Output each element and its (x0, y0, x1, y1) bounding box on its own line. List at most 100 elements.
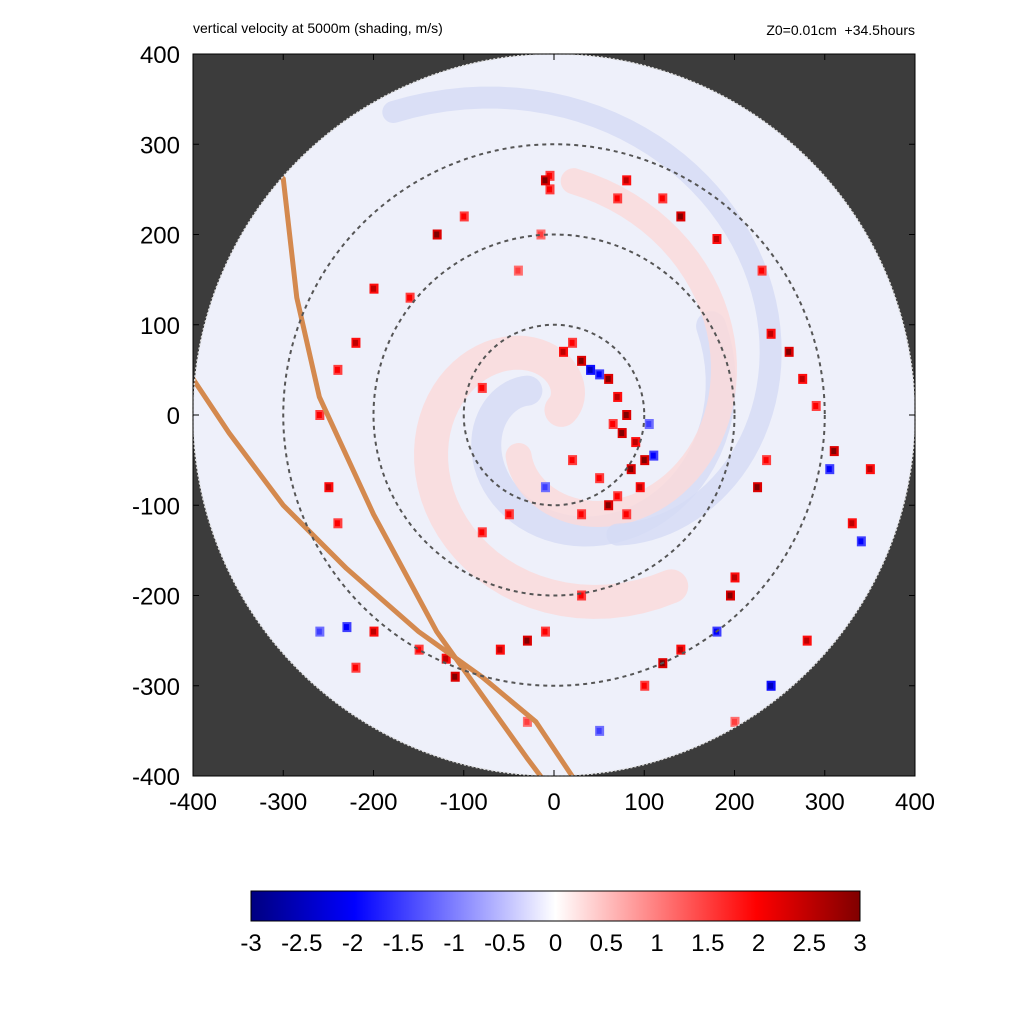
velocity-cell-core (849, 520, 855, 527)
velocity-cell-core (610, 421, 616, 428)
colorbar-tick-label: -2 (342, 930, 363, 957)
velocity-cell-core (352, 664, 358, 671)
colorbar-tick-label: 0 (549, 930, 562, 957)
velocity-cell-core (524, 637, 530, 644)
colorbar-tick-labels: -3 -2.5 -2 -1.5 -1 -0.5 0 0.5 1 1.5 2 2.5 3 (240, 930, 866, 957)
x-tick-label: 200 (714, 789, 754, 816)
y-tick-label: 300 (140, 132, 180, 159)
velocity-cell-core (416, 646, 422, 653)
velocity-cell-core (524, 718, 530, 725)
y-tick-label: 100 (140, 313, 180, 340)
velocity-cell-core (623, 511, 629, 518)
model-domain (193, 54, 915, 776)
velocity-cell-core (443, 655, 449, 662)
range-ring (282, 143, 826, 687)
velocity-cell-core (569, 339, 575, 346)
velocity-cell-core (352, 339, 358, 346)
velocity-cell-core (614, 195, 620, 202)
velocity-cell-core (452, 673, 458, 680)
velocity-cell-core (619, 430, 625, 437)
colorbar (250, 890, 861, 922)
velocity-cell-core (596, 727, 602, 734)
range-rings (282, 143, 826, 687)
velocity-cell-core (515, 267, 521, 274)
y-tick-label: 200 (140, 223, 180, 250)
colorbar-tick-label: 3 (853, 930, 866, 957)
velocity-cell-core (542, 484, 548, 491)
spiral-band (505, 168, 737, 527)
y-tick-label: -400 (132, 764, 180, 791)
range-ring (372, 233, 736, 597)
range-ring (462, 323, 646, 507)
storm-tracks (193, 176, 575, 776)
velocity-cell-core (461, 213, 467, 220)
velocity-cell-core (614, 393, 620, 400)
x-tick-label: 100 (624, 789, 664, 816)
spiral-band (382, 86, 782, 546)
colorbar-tick-label: 1.5 (691, 930, 724, 957)
velocity-cell-core (542, 177, 548, 184)
velocity-cell-core (325, 484, 331, 491)
velocity-cell-core (754, 484, 760, 491)
velocity-cell-core (858, 538, 864, 545)
velocity-cell-core (763, 457, 769, 464)
x-tick-label: 300 (805, 789, 845, 816)
velocity-cell-core (578, 357, 584, 364)
colorbar-tick-label: -0.5 (484, 930, 525, 957)
velocity-cell-core (623, 177, 629, 184)
velocity-cell-core (371, 628, 376, 635)
velocity-cell-core (628, 466, 634, 473)
velocity-cell-core (371, 285, 376, 292)
velocity-cell-core (632, 439, 638, 446)
velocity-cell-core (578, 592, 584, 599)
x-tick-label: -100 (440, 789, 488, 816)
y-tick-label: -300 (132, 674, 180, 701)
velocity-cell-core (407, 294, 413, 301)
x-tick-label: 400 (895, 789, 935, 816)
y-tick-label: -100 (132, 493, 180, 520)
velocity-cell-core (587, 366, 593, 373)
velocity-cell-core (614, 493, 620, 500)
colorbar-tick-label: -2.5 (281, 930, 322, 957)
velocity-cell-core (768, 682, 774, 689)
velocity-cell-core (596, 371, 602, 378)
velocity-cell-core (569, 457, 575, 464)
colorbar-tick-label: 2 (752, 930, 765, 957)
velocity-cell-core (786, 348, 792, 355)
colorbar-tick-label: 0.5 (590, 930, 623, 957)
colorbar-tick-label: 1 (650, 930, 663, 957)
velocity-cell-core (799, 375, 805, 382)
velocity-cell-core (759, 267, 765, 274)
velocity-cell-core (542, 628, 548, 635)
velocity-cell-core (434, 231, 440, 238)
velocity-cell-core (677, 213, 683, 220)
velocity-cell-core (560, 348, 566, 355)
axis-ticks (192, 53, 916, 777)
velocity-cell-core (813, 402, 819, 409)
velocity-cell-core (659, 195, 665, 202)
storm-track-line (193, 376, 575, 776)
colorbar-tick-label: -1 (443, 930, 464, 957)
velocity-cell-core (479, 529, 485, 536)
velocity-cell-core (605, 375, 611, 382)
velocity-cell-core (804, 637, 810, 644)
velocity-cell-core (596, 475, 602, 482)
spiral-bands (382, 86, 782, 619)
velocity-cell-core (316, 412, 322, 418)
velocity-cell-core (677, 646, 683, 653)
chart-title: vertical velocity at 5000m (shading, m/s… (193, 20, 443, 36)
velocity-cell-core (650, 452, 656, 459)
velocity-cell-core (343, 624, 349, 631)
velocity-cell-core (605, 502, 611, 509)
velocity-cell-core (334, 520, 340, 527)
velocity-cell-core (727, 592, 733, 599)
colorbar-tick-label: -3 (240, 930, 261, 957)
velocity-cell-core (316, 628, 322, 635)
x-tick-label: -400 (169, 789, 217, 816)
x-tick-label: -200 (349, 789, 397, 816)
velocity-cell-core (334, 366, 340, 373)
velocity-cell-core (546, 186, 552, 193)
velocity-cell-core (732, 718, 737, 725)
y-tick-label: 400 (140, 42, 180, 69)
